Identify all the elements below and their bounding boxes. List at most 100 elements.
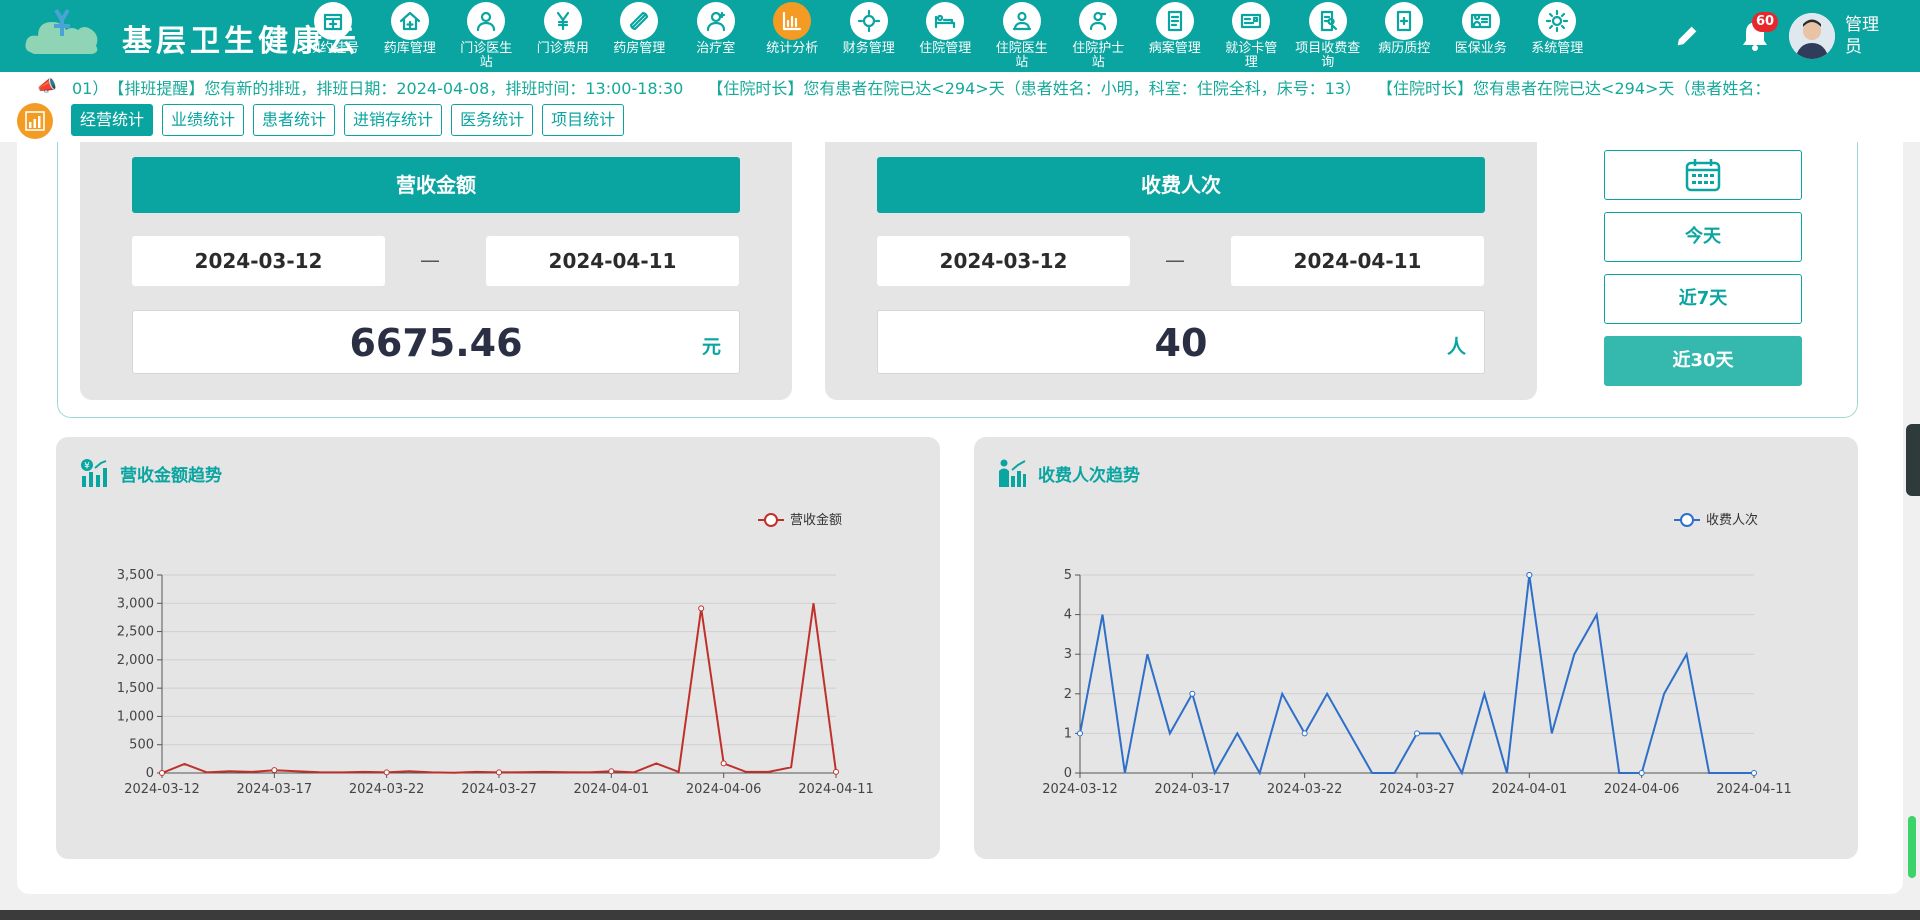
x-tick-label: 2024-04-11	[1716, 782, 1792, 797]
y-tick-label: 3,000	[117, 596, 154, 611]
nav-item-4[interactable]: 门诊费用	[525, 0, 602, 72]
nav-item-6[interactable]: 治疗室	[678, 0, 755, 72]
legend-marker	[764, 513, 778, 527]
y-tick-label: 3,500	[117, 568, 154, 583]
nav-item-3[interactable]: 门诊医生站	[448, 0, 525, 72]
house-medicine-icon	[390, 2, 429, 40]
doctor-icon	[467, 2, 506, 40]
tab-5[interactable]: 医务统计	[451, 104, 534, 136]
revenue-start-date[interactable]: 2024-03-12	[132, 236, 385, 286]
broadcast-icon: 📣	[37, 76, 57, 95]
x-tick-label: 2024-03-22	[1267, 782, 1343, 797]
tab-6[interactable]: 项目统计	[542, 104, 625, 136]
y-tick-label: 2,500	[117, 625, 154, 640]
visits-start-date[interactable]: 2024-03-12	[877, 236, 1130, 286]
pill-icon	[620, 2, 659, 40]
today-button[interactable]: 今天	[1604, 212, 1802, 262]
revenue-trend-chart: 0 500 1,000 1,500 2,000 2,500 3,000 3,500 2024-0…	[117, 512, 874, 797]
calendar-plus-icon	[314, 2, 353, 40]
y-tick-label: 3	[1064, 647, 1072, 662]
data-point	[1077, 730, 1083, 737]
side-panel-handle[interactable]	[1906, 424, 1920, 496]
nav-item-9[interactable]: 住院管理	[907, 0, 984, 72]
edit-icon[interactable]	[1673, 22, 1701, 50]
data-point	[1638, 770, 1645, 776]
y-tick-label: 0	[146, 766, 154, 781]
user-name[interactable]: 管理员	[1845, 15, 1879, 57]
x-tick-label: 2024-03-17	[1155, 782, 1231, 797]
data-point	[1301, 730, 1308, 737]
nav-item-15[interactable]: 病历质控	[1366, 0, 1443, 72]
nav-item-label: 项目收费查询	[1295, 41, 1361, 70]
y-tick-label: 1,500	[117, 681, 154, 696]
x-tick-label: 2024-04-01	[1492, 782, 1568, 797]
data-point	[1414, 730, 1420, 737]
x-tick-label: 2024-03-27	[461, 782, 537, 797]
data-point	[496, 769, 502, 776]
insurance-card-icon	[1461, 2, 1500, 40]
y-tick-label: 1	[1064, 726, 1072, 741]
gear-money-icon	[849, 2, 888, 40]
ticker-text[interactable]: 01） 【排班提醒】您有新的排班，排班日期：2024-04-08，排班时间：13…	[72, 79, 1771, 98]
bar-chart-icon	[773, 2, 812, 40]
nav-item-10[interactable]: 住院医生站	[984, 0, 1061, 72]
medical-record-icon	[1385, 2, 1424, 40]
scrollbar[interactable]	[1908, 816, 1916, 878]
nav-item-label: 病历质控	[1378, 41, 1431, 56]
nav-item-label: 医保业务	[1454, 41, 1507, 56]
visits-value: 40	[1154, 321, 1208, 365]
calendar-icon	[1685, 159, 1721, 192]
tab-2[interactable]: 业绩统计	[162, 104, 245, 136]
nav-item-12[interactable]: 病案管理	[1137, 0, 1214, 72]
nav-item-1[interactable]: 预约挂号	[295, 0, 372, 72]
revenue-value: 6675.46	[349, 321, 523, 365]
nav-item-17[interactable]: 系统管理	[1519, 0, 1596, 72]
nav-item-label: 住院管理	[919, 41, 972, 56]
x-tick-label: 2024-04-01	[574, 782, 650, 797]
notification-badge[interactable]: 60	[1752, 12, 1779, 32]
nav-item-14[interactable]: 项目收费查询	[1290, 0, 1367, 72]
tab-1[interactable]: 经营统计	[71, 104, 154, 136]
stats-tabs: 经营统计 业绩统计 患者统计 进销存统计 医务统计 项目统计	[71, 104, 625, 136]
tab-3[interactable]: 患者统计	[253, 104, 336, 136]
record-icon	[1155, 2, 1194, 40]
date-separator: —	[1165, 248, 1185, 272]
y-tick-label: 500	[129, 738, 154, 753]
nav-item-2[interactable]: 药库管理	[372, 0, 449, 72]
legend-marker	[1680, 513, 1694, 527]
nav-item-label: 药库管理	[383, 41, 436, 56]
tab-4[interactable]: 进销存统计	[344, 104, 443, 136]
nav-item-label: 门诊费用	[536, 41, 589, 56]
top-nav: 基层卫生健康云 预约挂号 药库管理 门诊医生站 门诊费用 药房管理 治疗室 统计分析 财务管理…	[0, 0, 1920, 72]
visits-trend-panel: 收费人次趋势 0 1 2 3 4 5 2024-03-12 2024-03-17 2024-03…	[974, 437, 1858, 859]
yen-icon	[543, 2, 582, 40]
nav-item-13[interactable]: 就诊卡管理	[1213, 0, 1290, 72]
revenue-unit: 元	[701, 336, 721, 358]
search-doc-icon	[1308, 2, 1347, 40]
data-point	[1189, 690, 1196, 697]
nav-item-label: 统计分析	[766, 41, 819, 56]
revenue-end-date[interactable]: 2024-04-11	[486, 236, 739, 286]
nav-item-label: 财务管理	[842, 41, 895, 56]
data-point	[833, 768, 839, 775]
data-point	[383, 769, 390, 776]
x-tick-label: 2024-03-17	[237, 782, 313, 797]
legend-label: 收费人次	[1706, 512, 1758, 528]
nav-item-8[interactable]: 财务管理	[831, 0, 908, 72]
nav-item-11[interactable]: 住院护士站	[1060, 0, 1137, 72]
last7-button[interactable]: 近7天	[1604, 274, 1802, 324]
last30-button[interactable]: 近30天	[1604, 336, 1802, 386]
avatar[interactable]	[1789, 13, 1835, 59]
nav-item-16[interactable]: 医保业务	[1443, 0, 1520, 72]
visits-chart-title: 收费人次趋势	[1038, 466, 1140, 486]
visits-end-date[interactable]: 2024-04-11	[1231, 236, 1484, 286]
nav-item-7[interactable]: 统计分析	[754, 0, 831, 72]
data-point	[698, 605, 705, 612]
nav-item-label: 住院医生站	[995, 41, 1048, 70]
calendar-button[interactable]	[1604, 150, 1802, 200]
nav-item-label: 住院护士站	[1072, 41, 1125, 70]
revenue-chart-title: 营收金额趋势	[120, 466, 222, 486]
y-tick-label: 2	[1064, 687, 1072, 702]
nav-item-5[interactable]: 药房管理	[601, 0, 678, 72]
y-tick-label: 4	[1064, 608, 1072, 623]
